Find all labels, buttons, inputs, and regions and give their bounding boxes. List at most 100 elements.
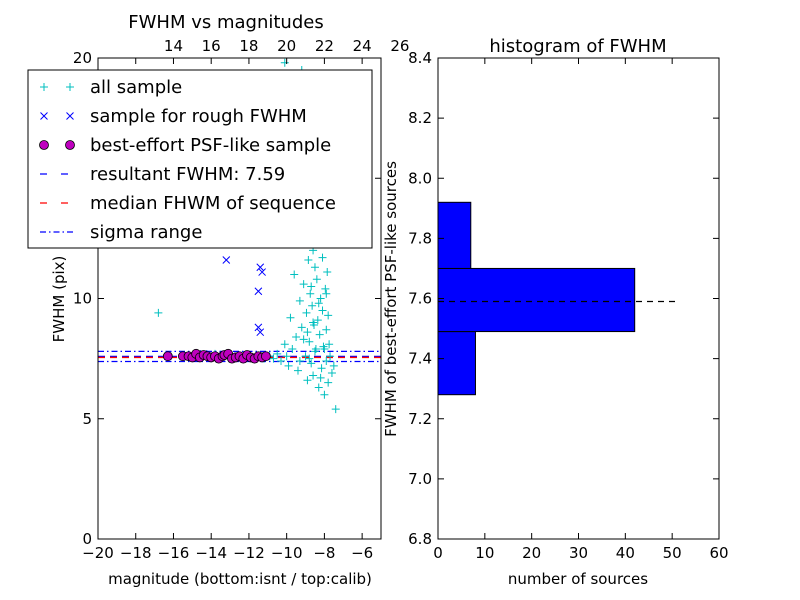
scatter-top-tick-label: 22 <box>315 37 334 55</box>
all-sample-point <box>302 308 311 317</box>
all-sample-point <box>317 364 326 373</box>
histogram-x-axis-label: number of sources <box>508 570 648 588</box>
rough-fwhm-point <box>258 268 266 276</box>
histogram-x-ticks: 0 10 20 30 40 50 60 <box>433 58 729 562</box>
rough-fwhm-point <box>222 256 231 264</box>
all-sample-point <box>324 311 333 320</box>
all-sample-point <box>316 373 325 382</box>
all-sample-point <box>309 318 318 327</box>
histogram-x-tick-label: 30 <box>569 544 588 562</box>
histogram-bars <box>437 58 719 539</box>
legend-x-marker <box>40 112 48 120</box>
all-sample-point <box>322 357 331 366</box>
scatter-x-tick-label: −8 <box>313 544 335 562</box>
scatter-legend: all sample sample for rough FWHM best-effo… <box>27 69 373 249</box>
scatter-x-axis-label: magnitude (bottom:isnt / top:calib) <box>108 570 372 588</box>
legend-box <box>27 69 373 249</box>
histogram-x-tick-label: 10 <box>475 544 494 562</box>
all-sample-point <box>320 390 329 399</box>
all-sample-point <box>273 349 282 358</box>
histogram-bar <box>437 267 636 333</box>
scatter-top-tick-label: 16 <box>202 37 221 55</box>
legend-circle-marker <box>65 140 75 150</box>
all-sample-point <box>313 316 322 325</box>
histogram-bar <box>437 331 476 396</box>
all-sample-point <box>295 357 304 366</box>
rough-fwhm-point <box>254 287 263 296</box>
histogram-y-tick-label: 7.2 <box>408 410 432 428</box>
all-sample-point <box>299 280 308 289</box>
scatter-y-tick-label: 5 <box>82 410 92 428</box>
all-sample-point <box>324 378 333 387</box>
scatter-top-tick-label: 26 <box>390 37 409 55</box>
all-sample-point <box>288 345 297 354</box>
legend-label: resultant FWHM: 7.59 <box>90 164 285 185</box>
all-sample-point <box>322 325 331 334</box>
all-sample-point <box>310 263 319 272</box>
all-sample-point <box>320 345 329 354</box>
histogram-x-tick-label: 50 <box>663 544 682 562</box>
scatter-top-tick-label: 14 <box>164 37 183 55</box>
all-sample-point <box>312 275 321 284</box>
legend-label: median FHWM of sequence <box>90 193 336 214</box>
legend-plus-marker <box>40 83 48 91</box>
all-sample-point <box>305 337 314 346</box>
legend-x-marker <box>66 112 74 120</box>
rough-fwhm-point <box>256 263 265 272</box>
all-sample-point <box>323 268 332 277</box>
histogram-y-tick-label: 8.2 <box>408 109 432 127</box>
scatter-top-tick-label: 18 <box>239 37 258 55</box>
all-sample-point <box>280 58 289 67</box>
scatter-x-tick-label: −10 <box>271 544 303 562</box>
all-sample-point <box>326 352 335 361</box>
histogram-y-axis-label: FWHM of best-effort PSF-like sources <box>382 161 400 437</box>
legend-label: sigma range <box>90 222 202 243</box>
histogram-bar <box>437 201 472 269</box>
all-sample-point <box>304 256 313 265</box>
histogram-x-tick-label: 40 <box>616 544 635 562</box>
legend-circle-marker <box>39 140 49 150</box>
all-sample-point <box>325 340 334 349</box>
all-sample-point <box>303 376 312 385</box>
all-sample-point <box>277 357 286 366</box>
all-sample-point <box>303 328 312 337</box>
all-sample-point <box>290 270 299 279</box>
all-sample-point <box>327 369 336 378</box>
all-sample-point <box>318 306 327 315</box>
histogram-x-tick-label: 60 <box>709 544 728 562</box>
histogram-x-tick-label: 0 <box>433 544 443 562</box>
all-sample-point <box>318 253 327 262</box>
scatter-top-ticks: 14 16 18 20 22 24 26 <box>164 37 409 55</box>
all-sample-point <box>269 354 278 363</box>
all-sample-point <box>295 296 304 305</box>
legend-label: sample for rough FWHM <box>90 106 307 127</box>
all-sample-point <box>322 289 331 298</box>
legend-label: all sample <box>90 77 182 98</box>
scatter-panel: FWHM vs magnitudes −20 −18 −16 −14 −12 −10 −8−… <box>27 12 409 588</box>
histogram-y-tick-label: 8.0 <box>408 169 432 187</box>
scatter-x-tick-label: −18 <box>120 544 152 562</box>
all-sample-point <box>329 361 338 370</box>
all-sample-point <box>284 361 293 370</box>
all-sample-point <box>292 332 301 341</box>
all-sample-point <box>307 282 316 291</box>
scatter-x-tick-label: −20 <box>82 544 114 562</box>
scatter-top-tick-label: 24 <box>353 37 372 55</box>
scatter-title: FWHM vs magnitudes <box>128 12 323 33</box>
all-sample-point <box>305 354 314 363</box>
all-sample-point <box>316 294 325 303</box>
all-sample-point <box>280 340 289 349</box>
all-sample-point <box>308 301 317 310</box>
histogram-panel: histogram of FWHM 0 10 20 30 40 50 60 6.8 7.0 7.… <box>382 36 729 588</box>
scatter-x-tick-label: −14 <box>195 544 227 562</box>
all-sample-point <box>315 330 324 339</box>
rough-fwhm-point <box>254 323 263 332</box>
all-sample-point <box>293 366 302 375</box>
all-sample-point <box>154 308 163 317</box>
histogram-y-ticks: 6.8 7.0 7.2 7.4 7.6 7.8 8.0 8.2 8.4 <box>408 49 719 548</box>
all-sample-point <box>297 323 306 332</box>
all-sample-point <box>314 383 323 392</box>
histogram-y-tick-label: 7.8 <box>408 229 432 247</box>
histogram-title: histogram of FWHM <box>489 36 666 57</box>
